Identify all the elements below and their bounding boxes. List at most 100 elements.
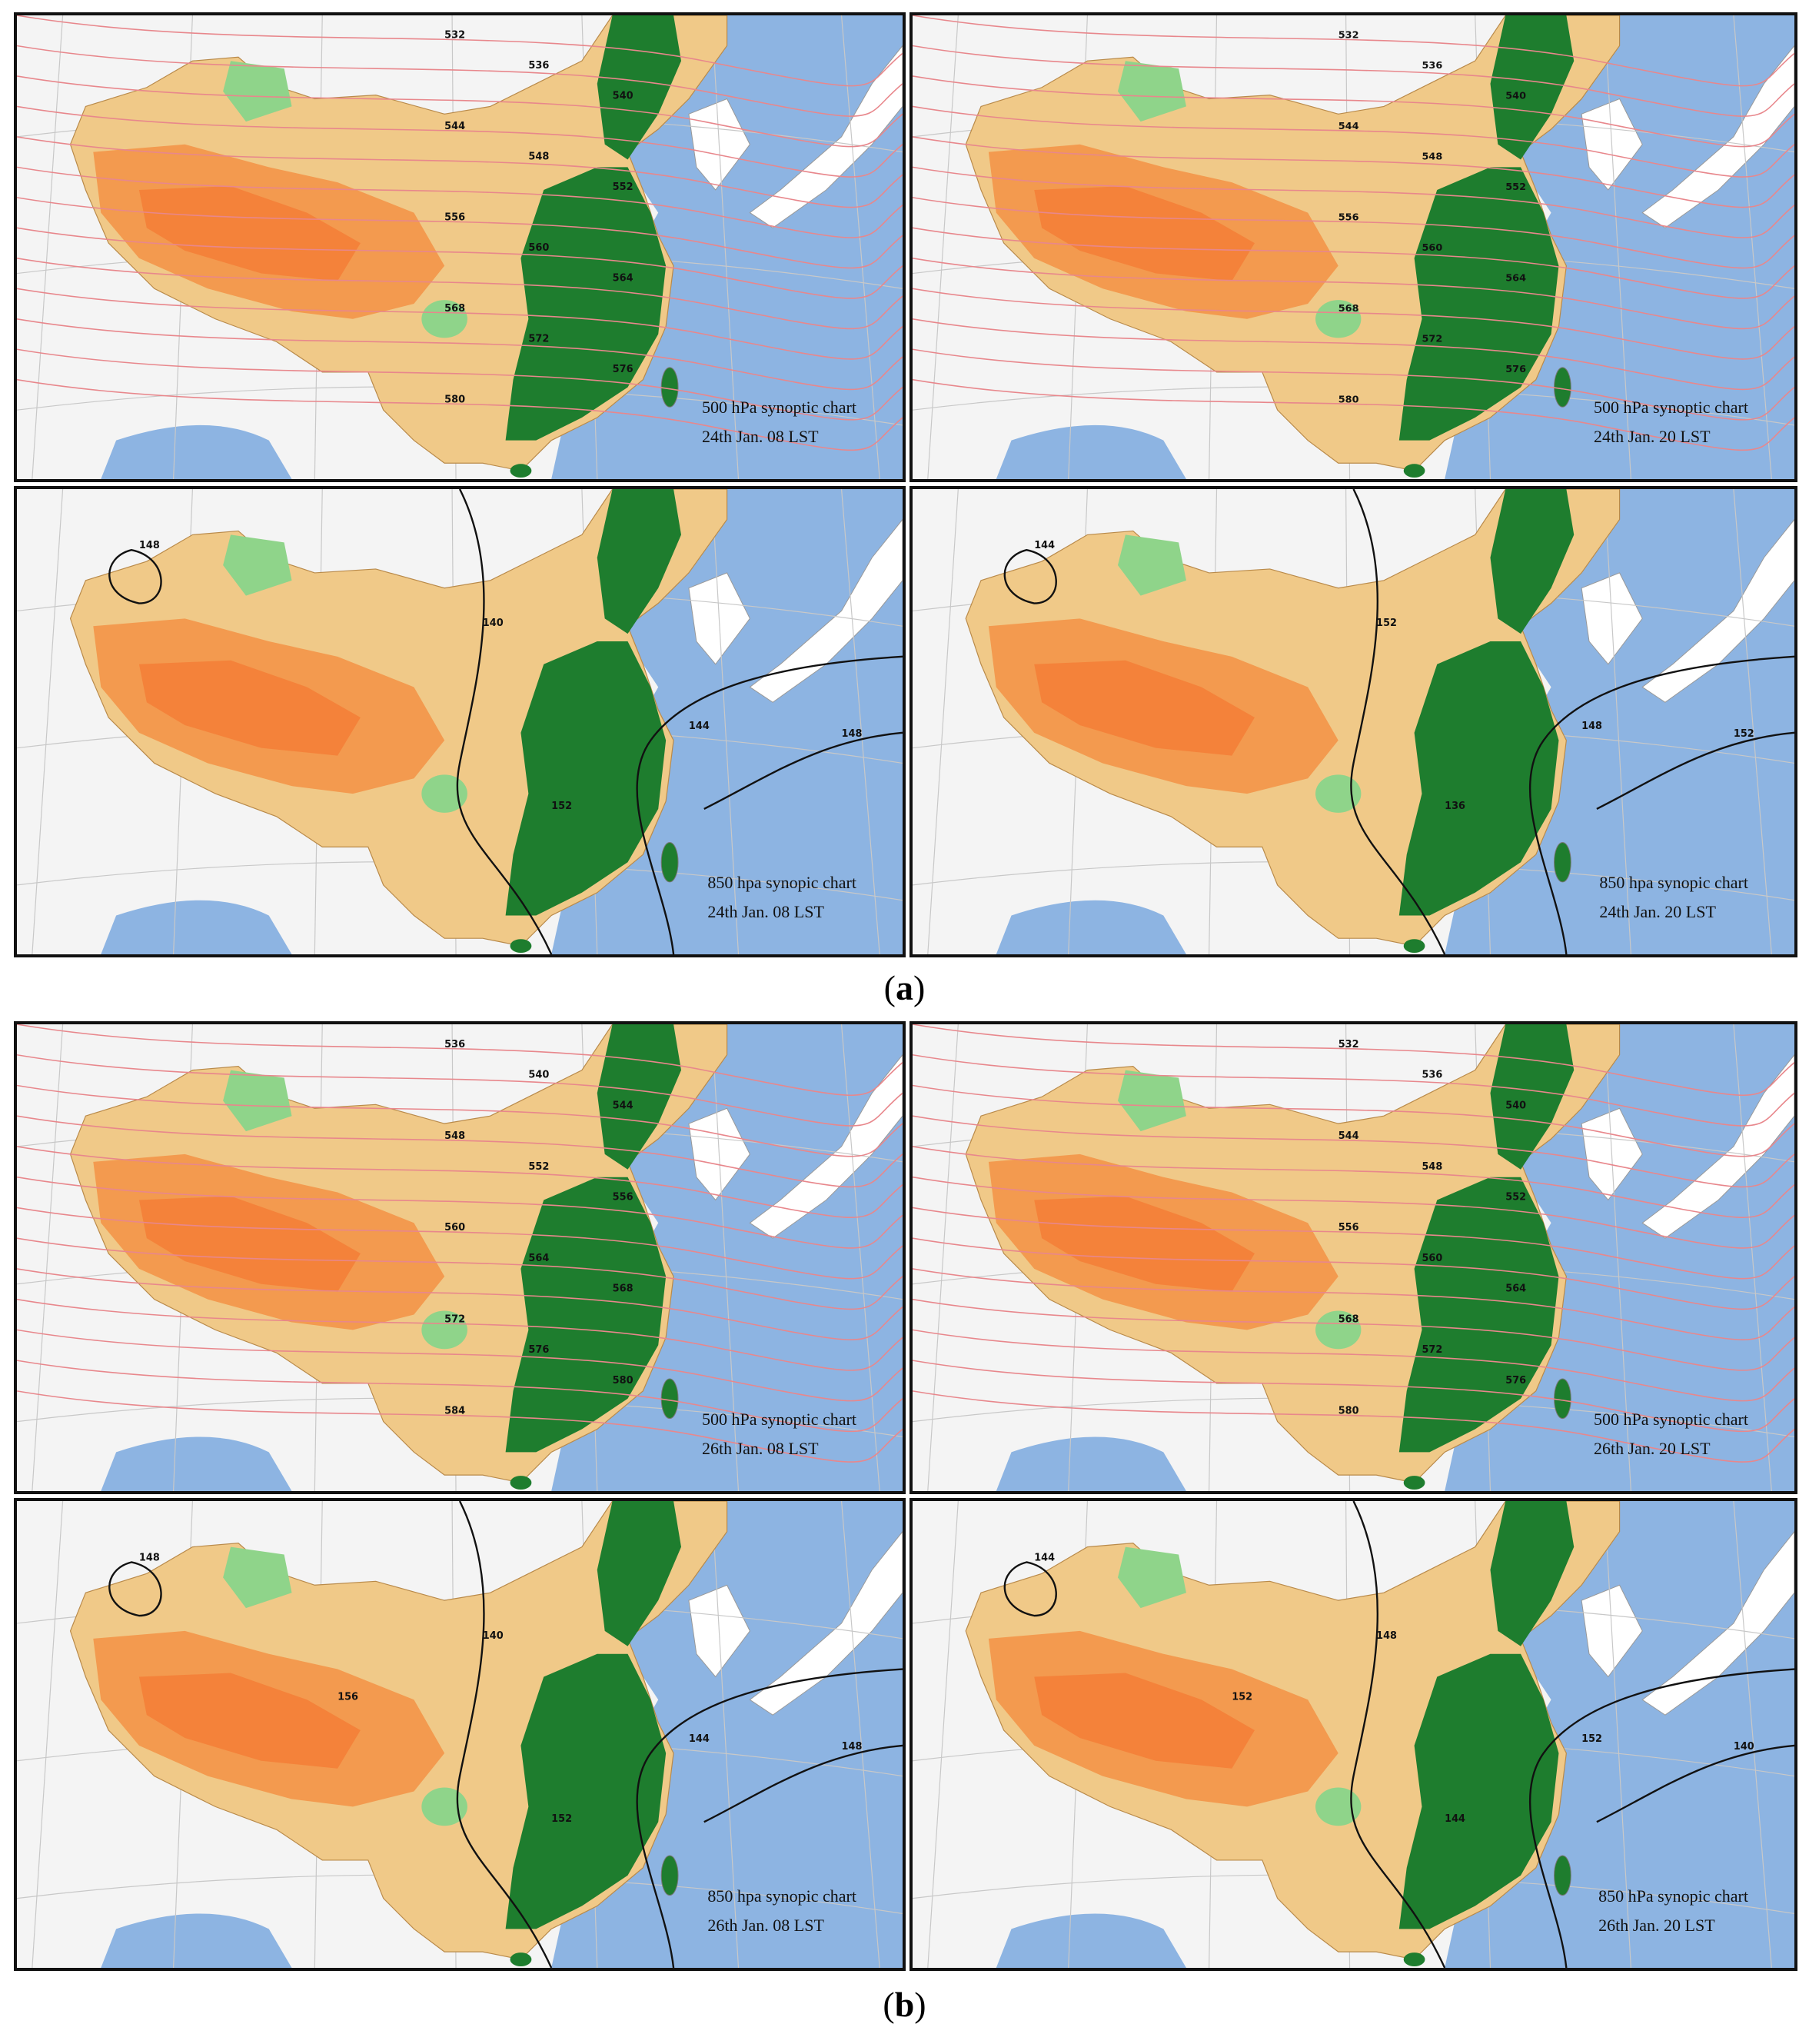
plateau-core — [138, 186, 361, 281]
contour-line — [913, 15, 1794, 87]
contour-line — [17, 1329, 903, 1402]
contour-line — [17, 105, 903, 178]
plateau-core — [1034, 1673, 1255, 1769]
contour-line — [17, 1024, 903, 1097]
sichuan-basin — [1315, 1310, 1362, 1350]
contour-label: 564 — [528, 1253, 549, 1264]
panel-caption: 850 hpa synopic chart 24th Jan. 20 LST — [1599, 868, 1748, 927]
panel-b-500hpa-26jan-08: 536 540 544 548 552 556 560 564 568 572 576 580 584 … — [14, 1021, 906, 1494]
eastern-lowland — [1398, 167, 1559, 441]
contour-line — [17, 197, 903, 269]
contour-label: 564 — [1505, 272, 1526, 284]
contour-line — [1003, 1561, 1057, 1617]
contour-line — [17, 378, 903, 451]
panel-caption: 500 hPa synoptic chart 26th Jan. 08 LST — [702, 1405, 856, 1463]
map-layer: 144 152 148 152 136 — [913, 489, 1794, 954]
contour-line — [17, 1360, 903, 1433]
hainan — [510, 939, 532, 954]
contour-line — [108, 548, 162, 604]
contour-line — [913, 166, 1794, 238]
sichuan-basin — [421, 300, 467, 338]
contour-label: 576 — [613, 364, 633, 375]
contour-line — [913, 1176, 1794, 1249]
contour-label: 148 — [139, 540, 160, 551]
contour-line — [17, 1268, 903, 1340]
contour-label: 552 — [1505, 1191, 1526, 1203]
japan — [749, 1530, 903, 1716]
gridline — [840, 15, 880, 479]
gridline — [32, 15, 64, 479]
chart-time: 26th Jan. 20 LST — [1593, 1439, 1711, 1458]
panel-caption: 850 hPa synopic chart 26th Jan. 20 LST — [1598, 1882, 1748, 1940]
hainan — [1403, 939, 1425, 954]
contour-label: 576 — [1505, 1375, 1526, 1387]
eastern-lowland — [505, 1653, 667, 1929]
contour-label: 536 — [1422, 60, 1442, 72]
panel-b-850hpa-26jan-20: 144 148 152 140 144 152 850 hPa synopic chart… — [909, 1498, 1797, 1971]
japan — [1641, 1054, 1794, 1239]
taiwan — [1554, 1378, 1571, 1420]
contour-line — [17, 1176, 903, 1249]
sichuan-basin — [1315, 1787, 1362, 1826]
taiwan — [1554, 841, 1571, 883]
panel-a-850hpa-24jan-08: 148 140 144 148 152 850 hpa synopic chart 24… — [14, 486, 906, 957]
contour-line — [913, 1360, 1794, 1433]
contour-label: 568 — [444, 303, 465, 315]
hainan — [510, 464, 532, 478]
contour-line — [913, 1024, 1794, 1097]
tianshan-green — [1117, 534, 1186, 596]
japan — [749, 518, 903, 703]
contour-label: 540 — [528, 1070, 549, 1081]
gridline — [32, 489, 64, 954]
tianshan-green — [1117, 1546, 1186, 1609]
chart-title: 500 hPa synoptic chart — [701, 1410, 856, 1429]
contour-label: 536 — [444, 1039, 465, 1050]
contour-line — [17, 1207, 903, 1280]
synoptic-map: 148 140 144 148 152 — [17, 489, 903, 954]
panel-caption: 850 hpa synopic chart 24th Jan. 08 LST — [707, 868, 856, 927]
plateau-core — [1034, 186, 1255, 281]
contour-label: 580 — [444, 394, 465, 405]
synoptic-map: 144 152 148 152 136 — [913, 489, 1794, 954]
tianshan-green — [1117, 61, 1186, 122]
taiwan — [1554, 1855, 1571, 1896]
plateau-core — [1034, 1196, 1255, 1292]
chart-title: 500 hPa synoptic chart — [1593, 398, 1748, 417]
contour-line — [913, 288, 1794, 360]
contour-line — [17, 227, 903, 299]
contour-line — [17, 1237, 903, 1310]
contour-label: 552 — [613, 181, 633, 193]
contour-label: 140 — [483, 1630, 504, 1642]
contour-label: 152 — [551, 1813, 572, 1825]
contour-label: 568 — [613, 1283, 633, 1295]
bay-of-bengal — [101, 900, 292, 954]
contour-line — [17, 258, 903, 330]
contour-label: 148 — [842, 1741, 863, 1753]
contour-label: 584 — [444, 1406, 465, 1417]
contour-label: 140 — [1734, 1741, 1754, 1753]
contour-label: 148 — [1581, 721, 1602, 732]
contour-label: 144 — [689, 721, 710, 732]
taiwan — [1554, 367, 1571, 408]
map-layer: 144 148 152 140 144 152 — [913, 1501, 1794, 1968]
contour-line — [913, 318, 1794, 391]
sichuan-basin — [421, 1310, 467, 1350]
gridline — [1733, 1024, 1772, 1491]
contour-line — [913, 1207, 1794, 1280]
sichuan-basin — [421, 1787, 467, 1826]
chart-time: 24th Jan. 08 LST — [701, 427, 819, 446]
contour-line — [17, 1390, 903, 1463]
contour-label: 144 — [1445, 1813, 1465, 1825]
contour-label: 580 — [613, 1375, 633, 1387]
contour-line — [1596, 1744, 1794, 1823]
contour-label: 556 — [613, 1191, 633, 1203]
northeast-forest — [1490, 15, 1575, 160]
chart-title: 850 hpa synopic chart — [707, 1886, 856, 1906]
gridline — [840, 1501, 880, 1968]
contour-line — [636, 655, 903, 954]
contour-label: 148 — [842, 728, 863, 740]
contour-line — [17, 348, 903, 421]
contour-label: 540 — [1505, 1100, 1526, 1111]
contour-label: 544 — [444, 121, 465, 132]
gridline — [840, 1024, 880, 1491]
